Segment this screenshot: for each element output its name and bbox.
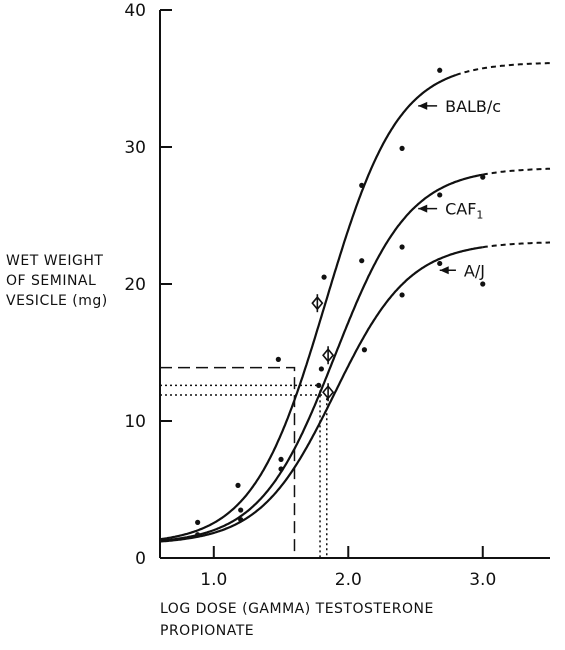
data-point-a-j-1 xyxy=(195,532,201,538)
data-point-balb-c-4 xyxy=(321,274,327,280)
ed50-marker-balb-c xyxy=(311,294,324,313)
x-axis-label-line-2: PROPIONATE xyxy=(160,623,254,639)
data-point-a-j-7 xyxy=(437,260,443,267)
series-label-arrow-a-j xyxy=(439,266,456,275)
reference-line-1 xyxy=(160,366,296,558)
curve-caf1 xyxy=(159,173,484,542)
data-point-a-j-6 xyxy=(399,292,405,298)
data-point-balb-c-2 xyxy=(235,482,241,488)
ed50-marker-a-j xyxy=(322,383,335,402)
reference-lines xyxy=(160,366,328,558)
series-labels: BALB/c CAF1 A/J xyxy=(418,97,501,280)
data-point-a-j-5 xyxy=(361,347,368,353)
y-tick-label-20: 20 xyxy=(124,275,146,295)
series-label-arrow-caf1 xyxy=(418,204,438,213)
series-label-caf1: CAF1 xyxy=(445,200,483,222)
y-axis-label-line-2: OF SEMINAL xyxy=(6,273,96,289)
y-tick-label-40: 40 xyxy=(124,1,146,21)
data-point-caf1-1 xyxy=(238,507,244,513)
series-label-balb-c: BALB/c xyxy=(445,97,501,116)
data-point-a-j-4 xyxy=(316,382,322,388)
data-point-caf1-6 xyxy=(437,192,443,198)
y-tick-label-10: 10 xyxy=(124,412,146,432)
data-point-caf1-7 xyxy=(480,174,486,180)
ed50-marker-caf1 xyxy=(322,346,335,365)
x-tick-label-3.0: 3.0 xyxy=(469,570,496,590)
series-label-arrow-balb-c xyxy=(418,101,438,110)
axes xyxy=(159,10,550,559)
data-point-balb-c-1 xyxy=(195,519,201,525)
x-ticks: 1.0 2.0 3.0 xyxy=(200,546,496,590)
data-point-caf1-4 xyxy=(359,258,365,264)
series-curves xyxy=(159,62,551,543)
data-points xyxy=(195,67,486,538)
curve-extrapolated-a-j xyxy=(482,241,550,249)
series-label-subscript: 1 xyxy=(476,209,483,222)
y-tick-label-30: 30 xyxy=(124,138,146,158)
y-axis-label-line-1: WET WEIGHT xyxy=(6,253,103,269)
data-point-balb-c-6 xyxy=(399,145,405,151)
data-point-balb-c-7 xyxy=(437,67,443,73)
data-point-caf1-3 xyxy=(318,366,324,372)
x-tick-label-1.0: 1.0 xyxy=(200,570,227,590)
data-point-caf1-2 xyxy=(278,456,284,462)
reference-line-2 xyxy=(160,384,321,558)
data-point-caf1-5 xyxy=(399,244,405,250)
y-ticks: 0 10 20 30 40 xyxy=(124,1,172,569)
curve-extrapolated-balb-c xyxy=(455,62,550,76)
x-tick-label-2.0: 2.0 xyxy=(335,570,362,590)
y-tick-label-0: 0 xyxy=(135,549,146,569)
data-point-balb-c-5 xyxy=(359,182,365,188)
curve-a-j xyxy=(159,246,483,543)
data-point-balb-c-3 xyxy=(275,356,281,362)
y-axis-label-line-3: VESICLE (mg) xyxy=(6,293,108,309)
data-point-a-j-8 xyxy=(480,281,486,287)
data-point-a-j-2 xyxy=(238,517,244,523)
data-point-a-j-3 xyxy=(278,466,284,472)
x-axis-label-line-1: LOG DOSE (GAMMA) TESTOSTERONE xyxy=(160,601,434,617)
curve-extrapolated-caf1 xyxy=(482,167,551,176)
series-label-a-j: A/J xyxy=(464,261,485,280)
curve-balb-c xyxy=(159,73,457,541)
